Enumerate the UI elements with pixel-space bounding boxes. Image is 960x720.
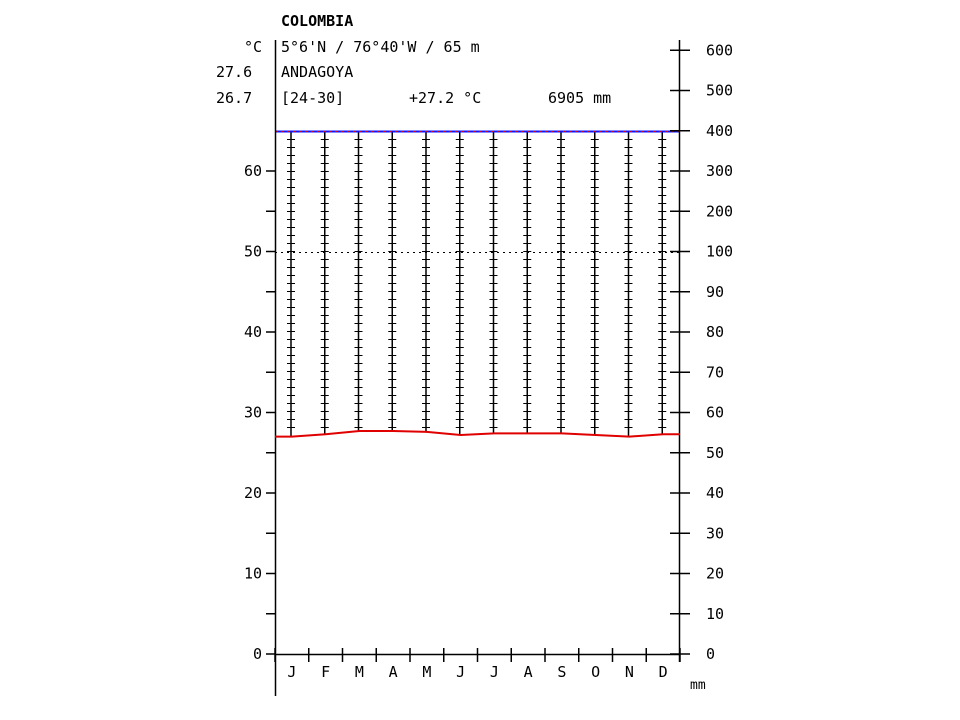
left-tick-label: 40 [244, 323, 262, 341]
right-tick-label: 70 [706, 363, 724, 381]
month-label: M [422, 663, 431, 681]
right-tick-label: 60 [706, 404, 724, 422]
month-label: D [659, 663, 668, 681]
right-axis-labels: 0 10 20 30 40 50 60 70 80 90 100 200 300 400 500 600 [706, 41, 733, 663]
right-tick-label: 600 [706, 41, 733, 59]
month-label: F [321, 663, 330, 681]
station-coordinates: 5°6'N / 76°40'W / 65 m [281, 38, 480, 56]
left-tick-label: 60 [244, 162, 262, 180]
right-tick-label: 90 [706, 283, 724, 301]
month-label: J [456, 663, 465, 681]
right-tick-label: 30 [706, 524, 724, 542]
right-tick-label: 10 [706, 605, 724, 623]
left-tick-label: 10 [244, 565, 262, 583]
month-ticks [274, 648, 681, 662]
precip-unit-label: mm [690, 678, 706, 693]
temp-stat-2: 26.7 [216, 89, 253, 107]
temp-stat-1: 27.6 [216, 63, 253, 81]
left-tick-label: 20 [244, 484, 262, 502]
temp-unit-label: °C [244, 38, 263, 56]
right-axis-ticks [670, 49, 690, 655]
right-tick-label: 100 [706, 243, 733, 261]
mean-annual-temp: +27.2 °C [409, 89, 482, 107]
annual-precipitation: 6905 mm [548, 89, 612, 107]
left-tick-label: 0 [253, 645, 262, 663]
left-axis-ticks [266, 170, 276, 655]
observation-years: [24-30] [281, 89, 345, 107]
chart-title-country: COLOMBIA [281, 12, 354, 30]
month-label: J [287, 663, 296, 681]
right-tick-label: 0 [706, 645, 715, 663]
right-tick-label: 50 [706, 444, 724, 462]
left-tick-label: 50 [244, 243, 262, 261]
month-label: M [355, 663, 364, 681]
month-label: A [524, 663, 533, 681]
right-tick-label: 20 [706, 565, 724, 583]
month-label: A [389, 663, 398, 681]
station-name: ANDAGOYA [281, 63, 354, 81]
humid-hatching [287, 131, 667, 437]
month-label: N [625, 663, 634, 681]
right-tick-label: 200 [706, 202, 733, 220]
temperature-line [275, 430, 680, 438]
left-tick-label: 30 [244, 404, 262, 422]
right-tick-label: 400 [706, 122, 733, 140]
right-tick-label: 40 [706, 484, 724, 502]
month-label: S [557, 663, 566, 681]
month-label: J [490, 663, 499, 681]
right-tick-label: 300 [706, 162, 733, 180]
right-tick-label: 500 [706, 82, 733, 100]
left-axis-labels: 0 10 20 30 40 50 60 [244, 162, 262, 663]
right-tick-label: 80 [706, 323, 724, 341]
month-label: O [591, 663, 600, 681]
